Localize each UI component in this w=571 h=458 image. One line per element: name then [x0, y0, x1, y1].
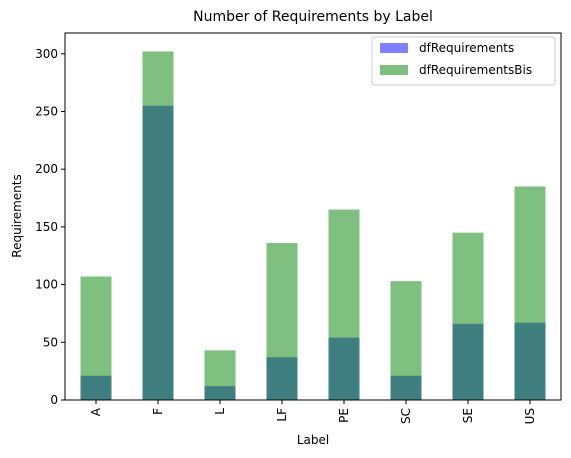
y-tick-label: 200 [35, 162, 58, 176]
y-tick-label: 0 [50, 393, 58, 407]
legend-box [371, 36, 556, 86]
bar-dfRequirementsBis-PE [328, 209, 360, 400]
x-tick-label-PE: PE [337, 408, 351, 423]
bar-dfRequirementsBis-SE [452, 232, 484, 400]
legend-label-dfRequirements: dfRequirements [419, 41, 514, 55]
x-axis-label: Label [297, 433, 329, 447]
bars-group [80, 51, 546, 401]
x-tick-label-SE: SE [461, 408, 475, 423]
y-tick-label: 150 [35, 220, 58, 234]
y-tick-label: 300 [35, 47, 58, 61]
x-axis: A F L LF PE SC SE US [89, 400, 537, 424]
bar-dfRequirementsBis-L [204, 350, 236, 400]
legend-swatch-dfRequirements [380, 43, 408, 53]
y-tick-label: 250 [35, 104, 58, 118]
plot-area-frame [64, 32, 562, 401]
y-tick-label: 100 [35, 278, 58, 292]
x-tick-label-F: F [151, 408, 165, 415]
legend: dfRequirements dfRequirementsBis [371, 36, 556, 86]
x-tick-label-LF: LF [275, 408, 289, 422]
bar-dfRequirementsBis-A [80, 276, 112, 400]
bar-dfRequirementsBis-LF [266, 243, 298, 400]
x-tick-label-A: A [89, 407, 103, 416]
y-axis: 0 50 100 150 200 250 300 [35, 47, 65, 407]
legend-label-dfRequirementsBis: dfRequirementsBis [419, 63, 532, 77]
chart-title: Number of Requirements by Label [193, 9, 433, 25]
x-tick-label-L: L [213, 408, 227, 415]
y-axis-label: Requirements [10, 174, 24, 257]
bar-dfRequirementsBis-SC [390, 281, 422, 400]
bar-dfRequirementsBis-US [514, 186, 546, 400]
y-tick-label: 50 [43, 335, 58, 349]
bar-dfRequirementsBis-F [142, 51, 174, 401]
legend-swatch-dfRequirementsBis [380, 65, 408, 75]
x-tick-label-SC: SC [399, 408, 413, 424]
x-tick-label-US: US [523, 408, 537, 424]
